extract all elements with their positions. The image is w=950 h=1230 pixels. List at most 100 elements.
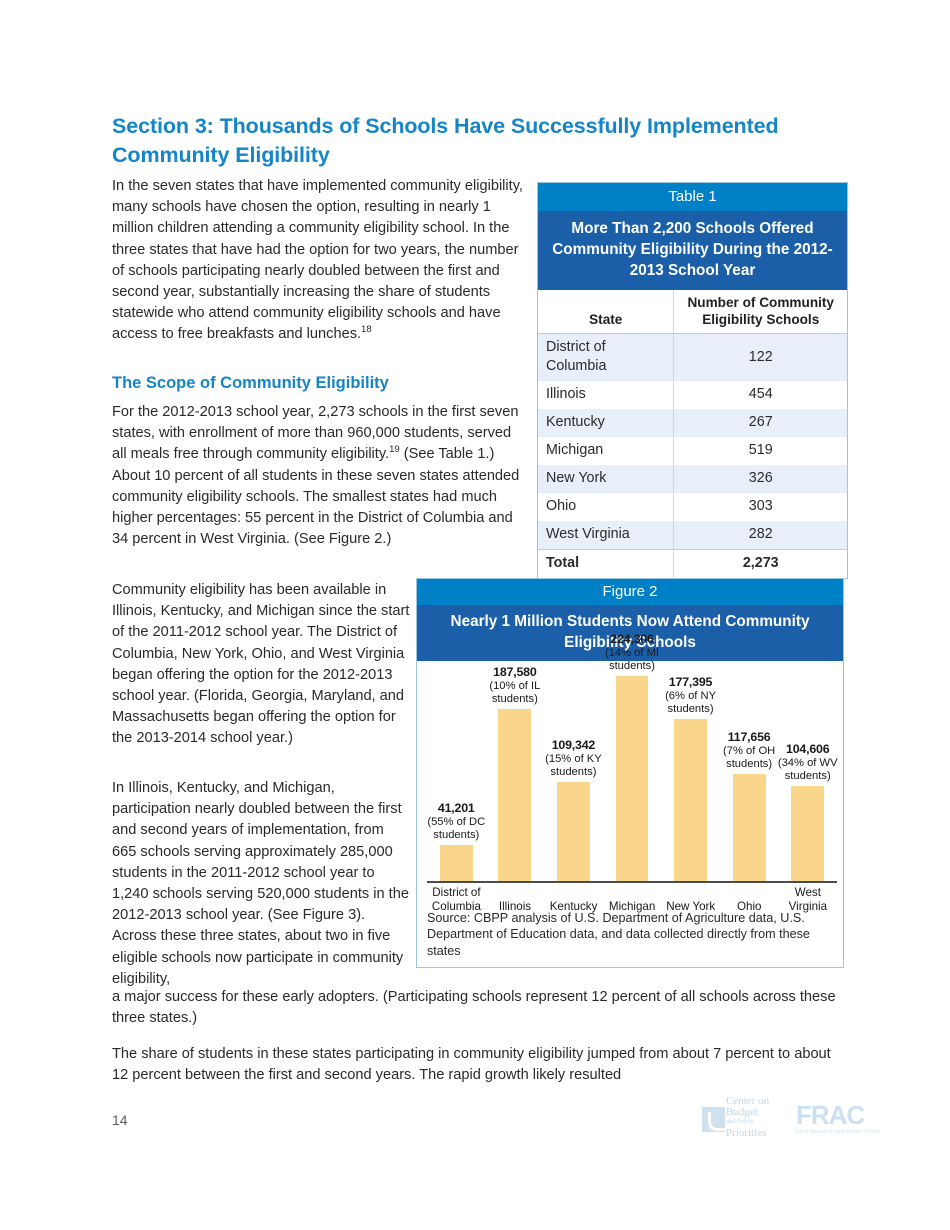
bar-column: 117,656 (7% of OH students) — [720, 731, 779, 883]
cbpp-line-2: Budget — [726, 1105, 758, 1118]
bar-percent-annotation: (7% of OH students) — [723, 744, 776, 770]
frac-logo-subtitle: Food Research and Action Center — [796, 1129, 881, 1135]
cbpp-line-4: Priorities — [726, 1126, 767, 1139]
table-1-body: District of Columbia 122 Illinois 454 Ke… — [538, 333, 847, 578]
bar-value-label: 224,306 (14% of MI students) — [587, 633, 678, 676]
cell-schools: 454 — [748, 386, 773, 402]
column-header-state: State — [538, 290, 675, 334]
cbpp-line-1: Center on — [726, 1096, 769, 1107]
bar-column: 104,606 (34% of WV students) — [778, 743, 838, 883]
x-axis-tick-label: District of Columbia — [431, 886, 481, 913]
participation-paragraph: In Illinois, Kentucky, and Michigan, par… — [112, 780, 409, 987]
x-axis-tick-label: Michigan — [608, 899, 656, 913]
cbpp-logo-text: Center on Budget and Policy Priorities — [726, 1096, 769, 1138]
intro-paragraph-text: In the seven states that have implemente… — [112, 178, 523, 343]
cbpp-logo: Center on Budget and Policy Priorities — [700, 1096, 786, 1148]
table-row: Michigan 519 — [538, 437, 847, 465]
bar: 117,656 (7% of OH students) — [723, 731, 775, 883]
bar-value: 109,342 — [551, 738, 596, 753]
footnote-marker-18: 18 — [361, 324, 372, 336]
bar-percent-annotation: (34% of WV students) — [777, 756, 838, 782]
cbpp-logo-mark-icon — [702, 1107, 725, 1132]
column-header-schools: Number of Community Eligibility Schools — [673, 290, 847, 334]
bar-column: 224,306 (14% of MI students) — [603, 633, 662, 883]
scope-paragraph-text-pre: For the 2012-2013 school year, 2,273 sch… — [112, 404, 519, 463]
bar-column: 109,342 (15% of KY students) — [544, 739, 603, 883]
table-1-caption: Table 1 — [538, 183, 847, 211]
figure-2: Figure 2 Nearly 1 Million Students Now A… — [416, 578, 844, 968]
bar-percent-annotation: (15% of KY students) — [545, 752, 602, 778]
cell-state: West Virginia — [538, 521, 675, 550]
x-axis-tick-label: Kentucky — [549, 899, 598, 913]
bar-column: 177,395 (6% of NY students) — [661, 676, 720, 883]
bar-column: 41,201 (55% of DC students) — [427, 802, 486, 883]
bar-value: 104,606 — [786, 742, 830, 757]
cell-schools: 519 — [748, 442, 773, 458]
figure-2-caption: Figure 2 — [417, 579, 843, 605]
frac-logo-word: FRAC — [796, 1100, 865, 1130]
subsection-heading: The Scope of Community Eligibility — [112, 374, 389, 392]
bar-percent-annotation: (10% of IL students) — [489, 679, 541, 705]
bar: 224,306 (14% of MI students) — [605, 633, 659, 883]
scope-paragraph: For the 2012-2013 school year, 2,273 sch… — [112, 402, 529, 550]
frac-logo: FRAC Food Research and Action Center — [796, 1102, 888, 1146]
bar-value: 187,580 — [493, 665, 537, 680]
bar-value: 177,395 — [668, 675, 713, 690]
bar: 41,201 (55% of DC students) — [427, 802, 485, 883]
table-row: District of Columbia 122 — [538, 333, 847, 381]
bar: 177,395 (6% of NY students) — [665, 676, 716, 883]
figure-2-title: Nearly 1 Million Students Now Attend Com… — [417, 605, 843, 661]
x-axis-tick-label: Illinois — [498, 899, 532, 913]
x-axis-tick-label: Ohio — [737, 899, 762, 913]
bar-column: 187,580 (10% of IL students) — [486, 666, 545, 883]
continuation-paragraph: a major success for these early adopters… — [112, 989, 836, 1027]
cell-schools: 326 — [673, 465, 847, 493]
availability-paragraph: Community eligibility has been available… — [112, 582, 410, 747]
cell-state: Michigan — [538, 437, 675, 465]
cell-schools: 267 — [673, 409, 847, 437]
cell-total-value: 2,273 — [673, 549, 847, 578]
scope-paragraph-text-post: (See Table 1.) About 10 percent of all s… — [112, 446, 520, 548]
bar: 109,342 (15% of KY students) — [545, 739, 602, 883]
bar-value: 224,306 — [610, 632, 654, 647]
cell-schools: 122 — [673, 333, 847, 381]
intro-paragraph: In the seven states that have implemente… — [112, 176, 529, 346]
footer-logos: Center on Budget and Policy Priorities F… — [700, 1094, 885, 1154]
bar-value: 41,201 — [437, 801, 475, 816]
cell-schools: 282 — [673, 521, 847, 550]
cell-state: Ohio — [538, 493, 675, 521]
table-row: Kentucky 267 — [538, 409, 847, 437]
bar-percent-annotation: (14% of MI students) — [604, 646, 660, 672]
bar-value: 117,656 — [727, 730, 771, 745]
table-1: Table 1 More Than 2,200 Schools Offered … — [537, 182, 848, 579]
figure-2-source-note: Source: CBPP analysis of U.S. Department… — [427, 910, 810, 958]
table-row: West Virginia 282 — [538, 521, 847, 550]
bar-value-label: 104,606 (34% of WV students) — [762, 743, 853, 786]
bar-chart: 41,201 (55% of DC students) 187,580 (10% of… — [417, 633, 843, 919]
x-axis-tick-label: New York — [666, 899, 716, 913]
footnote-marker-19: 19 — [389, 444, 400, 456]
cell-state: District of Columbia — [538, 333, 675, 381]
cbpp-line-3: and Policy — [726, 1118, 754, 1125]
cell-total-label: Total — [538, 549, 675, 578]
table-row: Ohio 303 — [538, 493, 847, 521]
cbpp-line-1-text: Center on — [726, 1095, 770, 1107]
chart-x-axis — [427, 881, 837, 883]
x-axis-tick-label: West Virginia — [788, 886, 828, 913]
bar-value-label: 117,656 (7% of OH students) — [704, 731, 795, 774]
cell-state: New York — [538, 465, 675, 493]
cell-schools: 303 — [748, 498, 773, 514]
cell-state: Kentucky — [538, 409, 675, 437]
table-header-row: State Number of Community Eligibility Sc… — [538, 290, 847, 334]
cell-state: Illinois — [538, 381, 675, 409]
table-row: New York 326 — [538, 465, 847, 493]
bar-percent-annotation: (6% of NY students) — [665, 689, 717, 715]
page-title: Section 3: Thousands of Schools Have Suc… — [112, 114, 779, 167]
share-of-students-paragraph: The share of students in these states pa… — [112, 1046, 831, 1084]
bar: 187,580 (10% of IL students) — [489, 666, 540, 883]
page-number: 14 — [112, 1112, 128, 1128]
table-total-row: Total 2,273 — [538, 549, 847, 578]
bar-value-label: 177,395 (6% of NY students) — [645, 676, 736, 719]
table-1-grid: State Number of Community Eligibility Sc… — [538, 290, 847, 578]
